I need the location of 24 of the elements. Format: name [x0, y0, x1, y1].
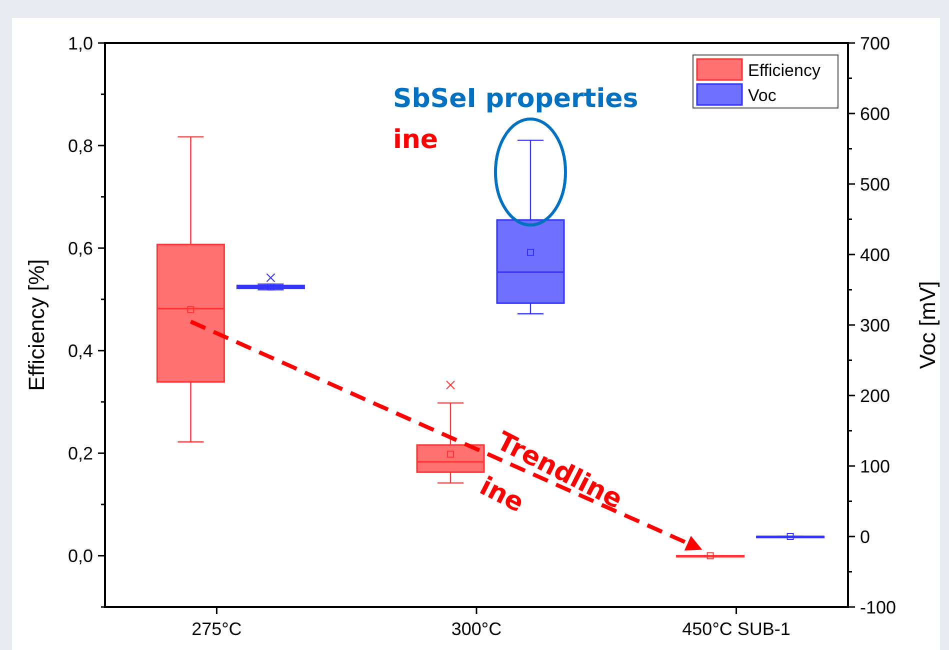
y2-tick-label: 600 — [860, 104, 890, 124]
y2-tick-label: -100 — [860, 597, 896, 618]
y-axis-title: Efficiency [%] — [24, 259, 49, 391]
y-tick-label: 0,4 — [68, 340, 93, 361]
y2-tick-label: 500 — [860, 174, 890, 194]
y-tick-label: 1,0 — [68, 33, 93, 54]
x-tick-label: 300°C — [451, 619, 502, 639]
legend-label: Voc — [748, 86, 777, 105]
annotation: ine — [393, 125, 438, 155]
x-tick-label: 275°C — [192, 619, 242, 639]
x-tick-label: 450°C SUB-1 — [682, 619, 790, 639]
y2-tick-label: 200 — [860, 386, 890, 406]
y2-tick-label: 700 — [860, 33, 890, 54]
y2-tick-label: 300 — [860, 315, 890, 336]
y-tick-label: 0,0 — [68, 546, 93, 566]
legend-label: Efficiency — [748, 60, 821, 80]
y2-tick-label: 400 — [860, 244, 890, 265]
y2-tick-label: 100 — [860, 456, 890, 476]
y-tick-label: 0,8 — [68, 136, 93, 156]
y2-tick-label: 0 — [860, 526, 870, 547]
annotation: SbSeI properties — [393, 84, 638, 114]
y-tick-label: 0,6 — [68, 238, 93, 258]
y-tick-label: 0,2 — [68, 443, 93, 464]
y2-axis-title: Voc [mV] — [915, 280, 940, 370]
